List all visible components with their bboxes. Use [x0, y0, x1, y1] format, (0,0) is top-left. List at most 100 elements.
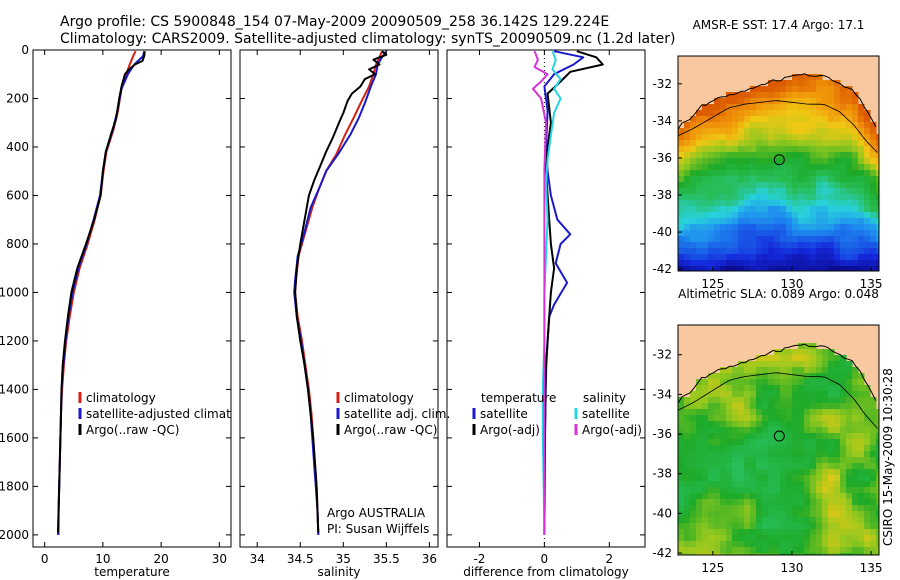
map-cell	[792, 427, 799, 434]
map-cell	[678, 397, 685, 404]
map-cell	[684, 475, 691, 482]
map-cell	[810, 355, 817, 362]
map-cell	[732, 517, 739, 524]
map-cell	[810, 487, 817, 494]
map-cell	[822, 128, 829, 135]
map-cell	[846, 134, 853, 141]
map-cell	[786, 158, 793, 165]
map-cell	[738, 236, 745, 243]
map-cell	[678, 493, 685, 500]
map-cell	[714, 200, 721, 207]
map-cell	[852, 463, 859, 470]
map-cell	[696, 409, 703, 416]
map-cell	[774, 355, 781, 362]
map-cell	[816, 367, 823, 374]
map-cell	[858, 499, 865, 506]
map-cell	[768, 176, 775, 183]
map-cell	[846, 553, 853, 555]
map-cell	[834, 499, 841, 506]
map-cell	[762, 122, 769, 129]
map-cell	[702, 541, 709, 548]
map-cell	[690, 535, 697, 542]
map-cell	[756, 236, 763, 243]
map-cell	[756, 164, 763, 171]
map-cell	[786, 529, 793, 536]
map-cell	[780, 385, 787, 392]
map-cell	[780, 104, 787, 111]
map-cell	[768, 355, 775, 362]
map-cell	[744, 218, 751, 225]
map-cell	[840, 116, 847, 123]
map-cell	[678, 451, 685, 458]
map-cell	[750, 511, 757, 518]
map-cell	[756, 212, 763, 219]
map-cell	[864, 541, 871, 548]
map-cell	[816, 451, 823, 458]
map-cell	[768, 487, 775, 494]
map-cell	[762, 92, 769, 99]
map-cell	[816, 224, 823, 231]
series-line-argo-raw-qc-	[57, 51, 146, 533]
map-cell	[804, 469, 811, 476]
map-cell	[852, 164, 859, 171]
map-cell	[774, 553, 781, 555]
map-cell	[822, 218, 829, 225]
map-cell	[702, 505, 709, 512]
map-cell	[810, 475, 817, 482]
map-cell	[780, 439, 787, 446]
map-cell	[822, 92, 829, 99]
map-cell	[780, 152, 787, 159]
map-cell	[702, 421, 709, 428]
map-cell	[768, 230, 775, 237]
map-cell	[876, 182, 879, 189]
x-tick-label: 2	[605, 552, 613, 566]
map-cell	[714, 134, 721, 141]
map-cell	[810, 254, 817, 261]
map-cell	[804, 104, 811, 111]
map-cell	[774, 403, 781, 410]
map-y-tick-label: -34	[652, 114, 672, 128]
map-cell	[786, 445, 793, 452]
map-cell	[744, 379, 751, 386]
map-cell	[792, 433, 799, 440]
map-cell	[708, 373, 715, 380]
map-cell	[768, 469, 775, 476]
map-cell	[744, 421, 751, 428]
map-cell	[792, 391, 799, 398]
map-cell	[786, 176, 793, 183]
map-cell	[732, 415, 739, 422]
map-cell	[852, 218, 859, 225]
map-cell	[702, 236, 709, 243]
map-cell	[822, 164, 829, 171]
map-cell	[756, 415, 763, 422]
map-cell	[780, 493, 787, 500]
map-cell	[762, 511, 769, 518]
map-cell	[810, 511, 817, 518]
x-axis-label: temperature	[94, 565, 169, 579]
map-cell	[816, 266, 823, 271]
map-cell	[702, 391, 709, 398]
map-cell	[708, 499, 715, 506]
map-cell	[774, 451, 781, 458]
map-cell	[690, 248, 697, 255]
map-cell	[714, 547, 721, 554]
map-cell	[792, 463, 799, 470]
map-cell	[708, 451, 715, 458]
map-cell	[684, 134, 691, 141]
map-y-tick-label: -42	[652, 262, 672, 276]
map-cell	[756, 116, 763, 123]
map-cell	[816, 116, 823, 123]
map-cell	[738, 409, 745, 416]
map-cell	[852, 122, 859, 129]
map-cell	[678, 224, 685, 231]
map-cell	[762, 152, 769, 159]
map-cell	[864, 475, 871, 482]
map-cell	[774, 421, 781, 428]
map-cell	[750, 451, 757, 458]
map-cell	[792, 92, 799, 99]
map-cell	[822, 523, 829, 530]
map-cell	[714, 110, 721, 117]
map-cell	[750, 433, 757, 440]
map-cell	[768, 194, 775, 201]
map-cell	[840, 391, 847, 398]
